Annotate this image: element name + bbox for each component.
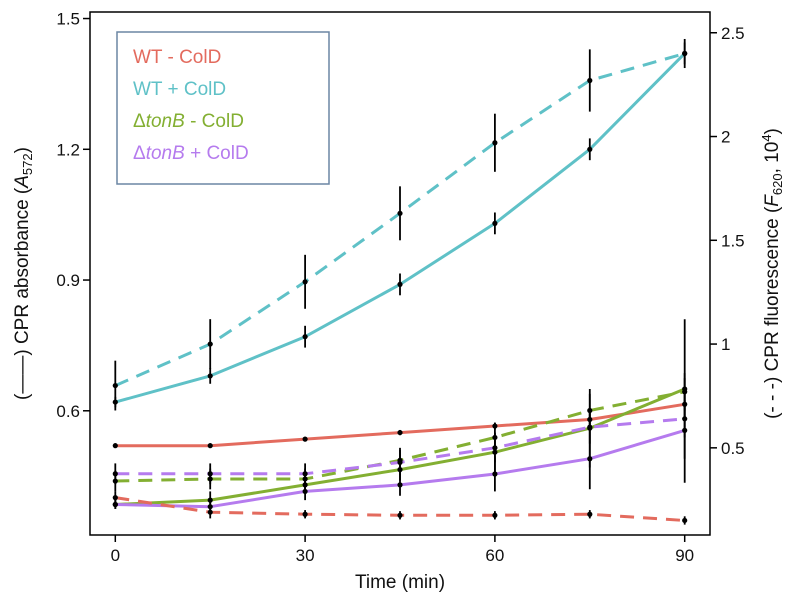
legend-entry-gene: tonB [146,111,185,132]
y-right-axis-title-sup: 4 [759,134,774,141]
y-left-axis-title-suffix: ) [12,147,33,153]
data-point-wt-plus-fl-1 [207,341,213,347]
y-right-axis-title-suffix: ) [762,128,783,134]
data-point-tonb-minus-fl-6 [682,389,688,395]
plot-frame [89,11,711,536]
data-point-wt-minus-abs-0 [112,443,118,449]
data-point-wt-minus-fl-4 [492,512,498,518]
data-point-tonb-plus-fl-0 [112,471,118,477]
data-point-wt-minus-fl-2 [302,511,308,517]
y-right-tick-label: 1 [721,335,730,354]
x-tick-label: 30 [296,546,315,565]
data-point-wt-minus-fl-5 [587,511,593,517]
data-point-tonb-plus-abs-4 [492,471,498,477]
data-point-wt-minus-abs-1 [207,443,213,449]
data-point-tonb-plus-abs-5 [587,456,593,462]
y-left-axis-title-symbol: A [12,175,33,189]
data-point-wt-plus-abs-3 [397,281,403,287]
legend-entry: ΔtonB - ColD [133,111,244,132]
data-point-wt-minus-fl-1 [207,509,213,515]
y-left-tick-label: 1.2 [56,140,80,159]
data-point-wt-plus-abs-4 [492,220,498,226]
legend-box [116,31,330,185]
y-right-axis-title-prefix: (- - -) CPR fluorescence ( [762,206,783,419]
data-point-tonb-plus-abs-3 [397,482,403,488]
data-point-wt-plus-fl-5 [587,77,593,84]
data-point-wt-plus-fl-6 [682,50,688,57]
legend-entry: WT - ColD [133,47,221,68]
data-point-wt-minus-fl-0 [112,495,118,501]
data-point-wt-minus-fl-3 [397,512,403,518]
data-point-tonb-plus-fl-4 [492,445,498,451]
x-tick-label: 90 [675,546,694,565]
y-right-tick-label: 1.5 [721,231,745,250]
y-right-axis-title-symbol: F [762,194,783,207]
y-left-axis-title-prefix: (——) CPR absorbance ( [12,187,33,400]
data-point-wt-minus-fl-6 [682,517,688,524]
error-bars [112,38,688,525]
data-point-wt-minus-abs-2 [302,436,308,442]
x-tick-label: 60 [485,546,504,565]
legend-entry-prefix: Δ [133,111,146,132]
legend-entry-label: - ColD [185,111,244,132]
y-left-tick-label: 0.6 [56,402,80,421]
legend-entry-label: WT - ColD [133,47,221,68]
data-point-wt-plus-abs-1 [207,373,213,379]
data-point-wt-plus-fl-3 [397,210,403,216]
y-right-axis-title-mid: , 10 [762,142,783,174]
legend-entry-label: WT + ColD [133,79,226,100]
y-left-tick-label: 0.9 [56,271,80,290]
legend-entry-gene: tonB [146,143,185,164]
y-right-axis-title-sub: 620 [770,173,785,195]
legend-entry-prefix: Δ [133,143,146,164]
data-point-wt-plus-fl-0 [112,382,118,389]
data-point-wt-plus-fl-2 [302,279,308,285]
y-right-axis-title: (- - -) CPR fluorescence (F620, 104) [759,128,785,419]
data-point-tonb-plus-fl-6 [682,416,688,422]
x-tick-label: 0 [111,546,120,565]
y-left-axis-title-sub: 572 [20,153,35,175]
data-point-wt-plus-abs-5 [587,146,593,152]
y-left-tick-label: 1.5 [56,10,80,29]
legend-entry-label: + ColD [185,143,249,164]
y-right-tick-label: 2 [721,128,730,147]
series-layer [112,38,688,525]
legend-entry: WT + ColD [133,79,226,100]
data-point-wt-plus-abs-2 [302,334,308,340]
y-left-axis-title: (——) CPR absorbance (A572) [12,147,35,400]
data-point-tonb-plus-fl-1 [207,471,213,477]
y-right-tick-label: 2.5 [721,24,745,43]
y-right-tick-label: 0.5 [721,439,745,458]
data-point-tonb-plus-fl-5 [587,424,593,430]
legend-entry: ΔtonB + ColD [133,143,249,164]
data-point-tonb-plus-fl-2 [302,471,308,477]
data-point-wt-minus-abs-3 [397,429,403,436]
axis-layer: 0 30 60 90 0.6 0.9 1.2 1.5 0.5 1 1.5 2 2.5 Time (min)… [12,10,785,593]
data-point-wt-plus-fl-4 [492,140,498,146]
x-axis-title: Time (min) [355,572,445,593]
data-point-tonb-plus-fl-3 [397,459,403,465]
data-point-tonb-plus-abs-2 [302,488,308,495]
data-point-tonb-plus-abs-0 [112,501,118,508]
